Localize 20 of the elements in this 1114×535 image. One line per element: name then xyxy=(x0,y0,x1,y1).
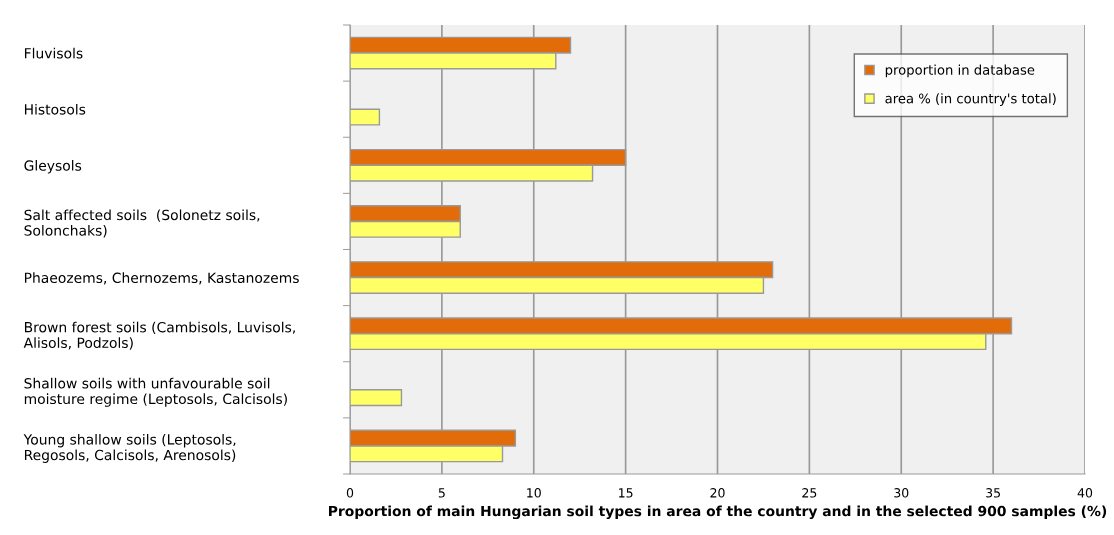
y-tick-label: Phaeozems, Chernozems, Kastanozems xyxy=(24,272,299,285)
y-tick-label: Brown forest soils (Cambisols, Luvisols, Alisols, Podzols) xyxy=(23,321,295,350)
y-tick-label: Gleysols xyxy=(24,160,82,174)
x-tick-label: 20 xyxy=(710,488,725,498)
y-tick-label: Young shallow soils (Leptosols, Regosols, Calcisols, Arenosols) xyxy=(23,433,236,463)
x-axis-title: Proportion of main Hungarian soil types in area of the country and in the selected 900 samples (%) xyxy=(329,505,1107,520)
x-tick-label: 30 xyxy=(894,488,909,498)
legend-label: area % (in country's total) xyxy=(885,93,1056,106)
y-tick-label: Shallow soils with unfavourable soil moisture regime (Leptosols, Calcisols) xyxy=(24,377,287,407)
x-tick-label: 40 xyxy=(1077,488,1093,498)
x-tick-label: 0 xyxy=(346,488,354,498)
x-tick-label: 35 xyxy=(986,488,1000,498)
y-tick-label: Salt affected soils (Solonetz soils, Solonchaks) xyxy=(24,209,260,238)
y-tick-label: Histosols xyxy=(24,103,86,115)
x-tick-label: 5 xyxy=(438,488,445,498)
x-tick-label: 15 xyxy=(619,488,633,498)
legend-label: proportion in database xyxy=(885,64,1035,78)
x-tick-label: 25 xyxy=(802,488,817,498)
y-tick-label: Fluvisols xyxy=(24,47,83,59)
x-tick-label: 10 xyxy=(527,488,541,498)
